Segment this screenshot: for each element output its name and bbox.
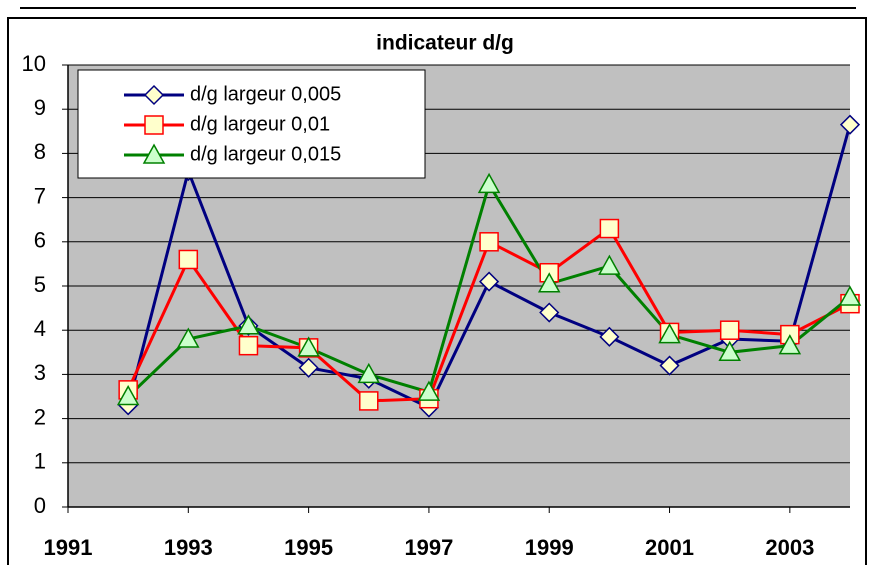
marker xyxy=(719,320,740,340)
marker xyxy=(178,249,199,270)
marker xyxy=(298,357,319,378)
x-tick-label: 2003 xyxy=(765,535,814,560)
marker xyxy=(357,362,381,384)
x-tick-label: 1997 xyxy=(404,535,453,560)
marker xyxy=(718,340,741,362)
y-tick-label: 3 xyxy=(34,360,46,385)
y-tick-label: 0 xyxy=(34,493,46,518)
legend-label: d/g largeur 0,015 xyxy=(190,143,341,165)
x-tick-label: 1999 xyxy=(525,535,574,560)
x-tick-label: 1995 xyxy=(284,535,333,560)
marker xyxy=(599,218,620,239)
marker xyxy=(297,336,320,357)
x-tick-label: 1991 xyxy=(44,535,93,560)
marker xyxy=(537,272,561,293)
marker xyxy=(479,232,499,252)
y-tick-label: 4 xyxy=(34,316,46,341)
marker xyxy=(658,323,681,344)
marker xyxy=(177,327,200,348)
marker xyxy=(778,334,802,355)
chart-title: indicateur d/g xyxy=(376,32,514,55)
marker xyxy=(599,326,620,347)
y-tick-label: 10 xyxy=(22,51,46,76)
marker xyxy=(238,335,259,356)
legend-marker xyxy=(144,115,164,135)
marker xyxy=(237,314,260,335)
y-tick-label: 8 xyxy=(34,139,46,164)
marker xyxy=(359,391,379,411)
legend-marker xyxy=(143,84,165,106)
marker xyxy=(477,172,501,194)
x-tick-label: 1993 xyxy=(164,535,213,560)
legend-marker xyxy=(142,143,166,164)
y-tick-label: 5 xyxy=(34,272,46,297)
marker xyxy=(539,302,560,323)
legend-label: d/g largeur 0,01 xyxy=(190,113,330,135)
marker xyxy=(659,355,680,376)
y-tick-label: 7 xyxy=(34,183,46,208)
legend-label: d/g largeur 0,005 xyxy=(190,83,341,105)
x-tick-label: 2001 xyxy=(645,535,694,560)
marker xyxy=(479,271,500,292)
y-tick-label: 6 xyxy=(34,228,46,253)
y-tick-label: 9 xyxy=(34,95,46,120)
y-tick-label: 1 xyxy=(34,449,46,474)
marker xyxy=(598,254,621,275)
marker xyxy=(116,384,140,406)
marker xyxy=(838,285,862,306)
marker xyxy=(417,380,441,401)
y-tick-label: 2 xyxy=(34,404,46,429)
marker xyxy=(839,114,861,135)
